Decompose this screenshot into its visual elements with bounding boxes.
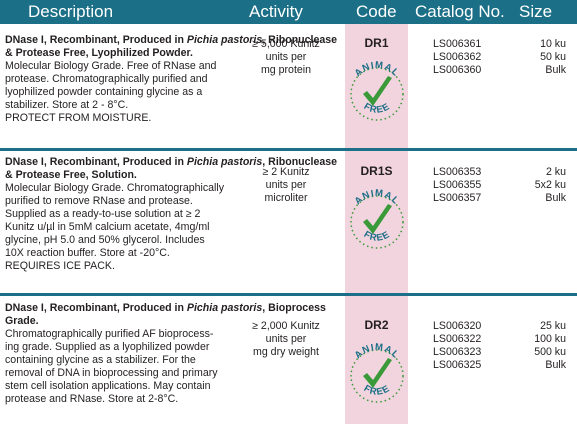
row-1-code: DR1 — [364, 36, 389, 50]
row-3-body-line: Chromatographically purified AF bioproce… — [5, 328, 214, 340]
svg-text:FREE: FREE — [362, 229, 392, 244]
row-1-body-line: stabilizer. Store at 2 - 8°C. — [5, 99, 129, 111]
code-column-background — [345, 0, 408, 424]
badge-top-text: ANIMAL — [353, 188, 401, 207]
row-3-body-line: stem cell isolation applications. May co… — [5, 380, 211, 392]
catalog-number: LS006353 — [433, 166, 482, 178]
svg-text:FREE: FREE — [362, 101, 392, 116]
row-3-body-line: containing glycine as a stabilizer. For … — [5, 354, 196, 366]
activity-line: mg dry weight — [253, 346, 319, 358]
row-1-description: DNase I, Recombinant, Produced in Pichia… — [5, 34, 340, 125]
row-2-title: DNase I, Recombinant, Produced in Pichia… — [5, 156, 338, 181]
activity-line: units per — [265, 179, 307, 191]
table-header: Description Activity Code Catalog No. Si… — [0, 0, 577, 24]
size-value: Bulk — [545, 192, 566, 204]
size-value: 25 ku — [540, 320, 566, 332]
row-3-body-line: ing grade. Supplied as a lyophilized pow… — [5, 341, 210, 353]
header-description: Description — [28, 2, 114, 21]
catalog-number: LS006361 — [433, 38, 482, 50]
catalog-number: LS006320 — [433, 320, 482, 332]
header-code: Code — [356, 2, 397, 21]
row-2-catalog: LS006353 LS006355 LS006357 — [433, 166, 481, 205]
svg-text:ANIMAL: ANIMAL — [353, 60, 402, 79]
checkmark-icon — [363, 204, 392, 234]
badge-bottom-text: FREE — [362, 101, 391, 116]
activity-line: microliter — [264, 192, 308, 204]
size-value: 2 ku — [545, 166, 566, 178]
row-1-body-line: Molecular Biology Grade. Free of RNase a… — [5, 60, 217, 72]
row-divider — [0, 148, 577, 151]
row-1-catalog: LS006361 LS006362 LS006360 — [433, 38, 481, 77]
animal-free-badge: ANIMAL FREE — [350, 60, 404, 121]
catalog-number: LS006360 — [433, 64, 482, 76]
row-3-description: DNase I, Recombinant, Produced in Pichia… — [5, 302, 340, 406]
badge-bottom-text: FREE — [362, 229, 391, 244]
row-2-size: 2 ku 5x2 ku Bulk — [510, 166, 566, 205]
row-3-activity: ≥ 2,000 Kunitz units per mg dry weight — [232, 320, 340, 359]
row-3-body-line: protease and RNase. Store at 2-8°C. — [5, 393, 179, 405]
activity-line: units per — [265, 51, 307, 63]
row-3-title: DNase I, Recombinant, Produced in Pichia… — [5, 302, 326, 327]
size-value: 10 ku — [540, 38, 566, 50]
badge-top-text: ANIMAL — [353, 60, 401, 79]
row-1-body-line: protease. Chromatographically purified a… — [5, 73, 208, 85]
svg-text:ANIMAL: ANIMAL — [353, 342, 402, 361]
header-catalog: Catalog No. — [415, 2, 505, 21]
row-2-body-line: REQUIRES ICE PACK. — [5, 260, 115, 272]
animal-free-badge: ANIMAL FREE — [350, 342, 404, 403]
row-1-activity: ≥ 5,000 Kunitz units per mg protein — [232, 38, 340, 77]
header-activity: Activity — [249, 2, 303, 21]
row-2-activity: ≥ 2 Kunitz units per microliter — [232, 166, 340, 205]
activity-line: ≥ 5,000 Kunitz — [252, 38, 320, 50]
row-2-body-line: 10X reaction buffer. Store at -20°C. — [5, 247, 170, 259]
activity-line: mg protein — [260, 64, 312, 76]
size-value: 50 ku — [540, 51, 566, 63]
size-value: Bulk — [545, 359, 566, 371]
row-1-title: DNase I, Recombinant, Produced in Pichia… — [5, 34, 338, 59]
row-divider — [0, 293, 577, 296]
catalog-number: LS006357 — [433, 192, 482, 204]
catalog-number: LS006362 — [433, 51, 482, 63]
row-2-body-line: Kunitz u/µl in 5mM calcium acetate, 4mg/… — [5, 221, 210, 233]
activity-line: ≥ 2,000 Kunitz — [252, 320, 320, 332]
activity-line: units per — [265, 333, 307, 345]
catalog-number: LS006322 — [433, 333, 482, 345]
size-value: 100 ku — [534, 333, 566, 345]
size-value: 5x2 ku — [534, 179, 566, 191]
row-2-body-line: Supplied as a ready-to-use solution at ≥… — [5, 208, 201, 220]
row-3-code: DR2 — [364, 318, 389, 332]
row-3-catalog: LS006320 LS006322 LS006323 LS006325 — [433, 320, 481, 372]
row-2-body-line: glycine, pH 5.0 and 50% glycerol. Includ… — [5, 234, 205, 246]
activity-line: ≥ 2 Kunitz — [262, 166, 310, 178]
row-2-body-line: Molecular Biology Grade. Chromatographic… — [5, 182, 225, 194]
row-1-body-line: lyophilized powder containing glycine as… — [5, 86, 203, 98]
catalog-number: LS006325 — [433, 359, 482, 371]
row-3-body-line: removal of DNA in bioprocessing and prim… — [5, 367, 218, 379]
catalog-number: LS006323 — [433, 346, 482, 358]
animal-free-badge: ANIMAL FREE — [350, 188, 404, 249]
catalog-number: LS006355 — [433, 179, 482, 191]
badge-bottom-text: FREE — [362, 383, 391, 398]
size-value: 500 ku — [534, 346, 566, 358]
badge-top-text: ANIMAL — [353, 342, 401, 361]
checkmark-icon — [363, 358, 392, 388]
row-2-code: DR1S — [360, 164, 393, 178]
row-1-body-line: PROTECT FROM MOISTURE. — [5, 112, 152, 124]
row-1-size: 10 ku 50 ku Bulk — [510, 38, 566, 77]
svg-text:ANIMAL: ANIMAL — [353, 188, 402, 207]
header-size: Size — [519, 2, 553, 21]
row-2-body-line: purified to remove RNase and protease. — [5, 195, 193, 207]
svg-text:FREE: FREE — [362, 383, 392, 398]
row-2-description: DNase I, Recombinant, Produced in Pichia… — [5, 156, 340, 273]
checkmark-icon — [363, 76, 392, 106]
size-value: Bulk — [545, 64, 566, 76]
row-3-size: 25 ku 100 ku 500 ku Bulk — [510, 320, 566, 372]
